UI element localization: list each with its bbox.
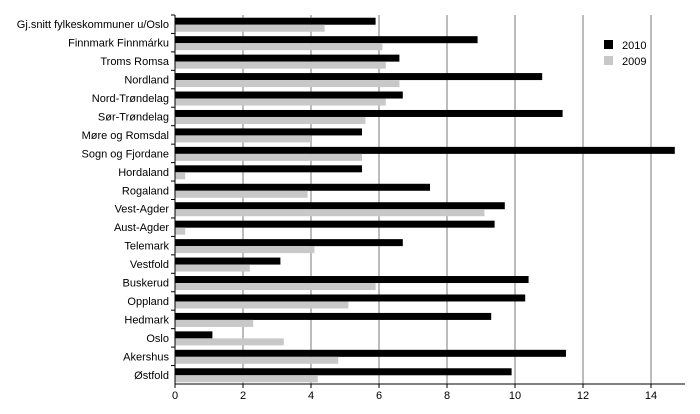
legend-label-2010: 2010 bbox=[622, 40, 646, 52]
category-label-hordaland: Hordaland bbox=[118, 167, 169, 179]
category-label-møre-og-romsdal: Møre og Romsdal bbox=[82, 130, 169, 142]
bar-2010-rogaland bbox=[175, 183, 430, 191]
bar-2009-gj-snitt-fylkeskommuner-u-oslo bbox=[175, 24, 325, 32]
bar-2009-buskerud bbox=[175, 283, 376, 291]
category-labels: Gj.snitt fylkeskommuner u/Oslo Finnmark F… bbox=[17, 19, 170, 382]
bar-2010-telemark bbox=[175, 239, 403, 247]
x-tick-label-4: 4 bbox=[308, 390, 314, 402]
bar-2009-østfold bbox=[175, 375, 318, 383]
bar-2010-buskerud bbox=[175, 276, 529, 284]
category-label-sogn-og-fjordane: Sogn og Fjordane bbox=[82, 148, 169, 160]
bar-2010-oslo bbox=[175, 331, 213, 339]
bar-2009-sør-trøndelag bbox=[175, 116, 366, 124]
category-label-aust-agder: Aust-Agder bbox=[114, 222, 169, 234]
category-label-rogaland: Rogaland bbox=[122, 185, 169, 197]
bar-2009-vest-agder bbox=[175, 209, 485, 217]
bar-2010-østfold bbox=[175, 368, 512, 376]
bar-2009-rogaland bbox=[175, 190, 308, 198]
bar-2010-nordland bbox=[175, 73, 543, 81]
bar-2009-telemark bbox=[175, 246, 315, 254]
category-label-nord-trøndelag: Nord-Trøndelag bbox=[92, 93, 169, 105]
bar-2010-hordaland bbox=[175, 165, 362, 173]
bar-2009-oppland bbox=[175, 301, 349, 309]
category-label-hedmark: Hedmark bbox=[124, 314, 169, 326]
gridlines bbox=[242, 15, 652, 384]
category-label-troms-romsa: Troms Romsa bbox=[100, 56, 170, 68]
category-label-vestfold: Vestfold bbox=[130, 259, 169, 271]
category-label-nordland: Nordland bbox=[124, 75, 169, 87]
category-label-vest-agder: Vest-Agder bbox=[115, 204, 170, 216]
category-label-oslo: Oslo bbox=[146, 333, 169, 345]
bar-2010-aust-agder bbox=[175, 220, 495, 228]
bar-2009-nord-trøndelag bbox=[175, 98, 386, 106]
bar-2009-oslo bbox=[175, 338, 284, 346]
bars bbox=[175, 17, 675, 383]
bar-2009-aust-agder bbox=[175, 227, 186, 235]
bar-2009-hordaland bbox=[175, 172, 186, 180]
category-label-gj-snitt-fylkeskommuner-u-oslo: Gj.snitt fylkeskommuner u/Oslo bbox=[17, 19, 169, 31]
bar-2010-møre-og-romsdal bbox=[175, 128, 362, 136]
legend: 2010 2009 bbox=[604, 40, 646, 68]
bar-2010-vestfold bbox=[175, 257, 281, 265]
x-tick-label-6: 6 bbox=[376, 390, 382, 402]
x-tick-label-12: 12 bbox=[577, 390, 589, 402]
x-tick-label-0: 0 bbox=[172, 390, 178, 402]
bar-2010-hedmark bbox=[175, 312, 492, 320]
bar-2009-troms-romsa bbox=[175, 61, 386, 69]
legend-swatch-2009 bbox=[604, 56, 613, 65]
bar-2010-troms-romsa bbox=[175, 54, 400, 62]
bar-2009-finnmark-finnm-rku bbox=[175, 43, 383, 51]
category-label-sør-trøndelag: Sør-Trøndelag bbox=[98, 111, 169, 123]
bar-2009-hedmark bbox=[175, 319, 254, 327]
category-label-akershus: Akershus bbox=[123, 351, 169, 363]
bar-2010-finnmark-finnm-rku bbox=[175, 36, 478, 44]
category-label-telemark: Telemark bbox=[124, 241, 169, 253]
bar-2009-møre-og-romsdal bbox=[175, 135, 311, 143]
legend-label-2009: 2009 bbox=[622, 56, 646, 68]
bar-2010-akershus bbox=[175, 349, 566, 357]
bar-2009-vestfold bbox=[175, 264, 250, 272]
bar-2010-nord-trøndelag bbox=[175, 91, 403, 99]
x-tick-label-14: 14 bbox=[645, 390, 657, 402]
bar-2009-akershus bbox=[175, 356, 339, 364]
bar-2010-gj-snitt-fylkeskommuner-u-oslo bbox=[175, 17, 376, 25]
bar-2009-sogn-og-fjordane bbox=[175, 153, 362, 161]
bar-2010-oppland bbox=[175, 294, 526, 302]
tick-labels: 0 2 4 6 8 10 12 14 bbox=[172, 390, 657, 402]
category-label-buskerud: Buskerud bbox=[123, 278, 169, 290]
bar-2010-vest-agder bbox=[175, 202, 505, 210]
bar-2010-sogn-og-fjordane bbox=[175, 146, 675, 154]
axes bbox=[171, 14, 685, 388]
x-tick-label-8: 8 bbox=[444, 390, 450, 402]
bar-2009-nordland bbox=[175, 80, 400, 88]
category-label-østfold: Østfold bbox=[134, 370, 169, 382]
x-tick-label-10: 10 bbox=[509, 390, 521, 402]
category-label-finnmark-finnm-rku: Finnmark Finnmárku bbox=[68, 38, 169, 50]
category-label-oppland: Oppland bbox=[127, 296, 169, 308]
x-tick-label-2: 2 bbox=[240, 390, 246, 402]
legend-swatch-2010 bbox=[604, 40, 613, 49]
bar-2010-sør-trøndelag bbox=[175, 109, 563, 117]
